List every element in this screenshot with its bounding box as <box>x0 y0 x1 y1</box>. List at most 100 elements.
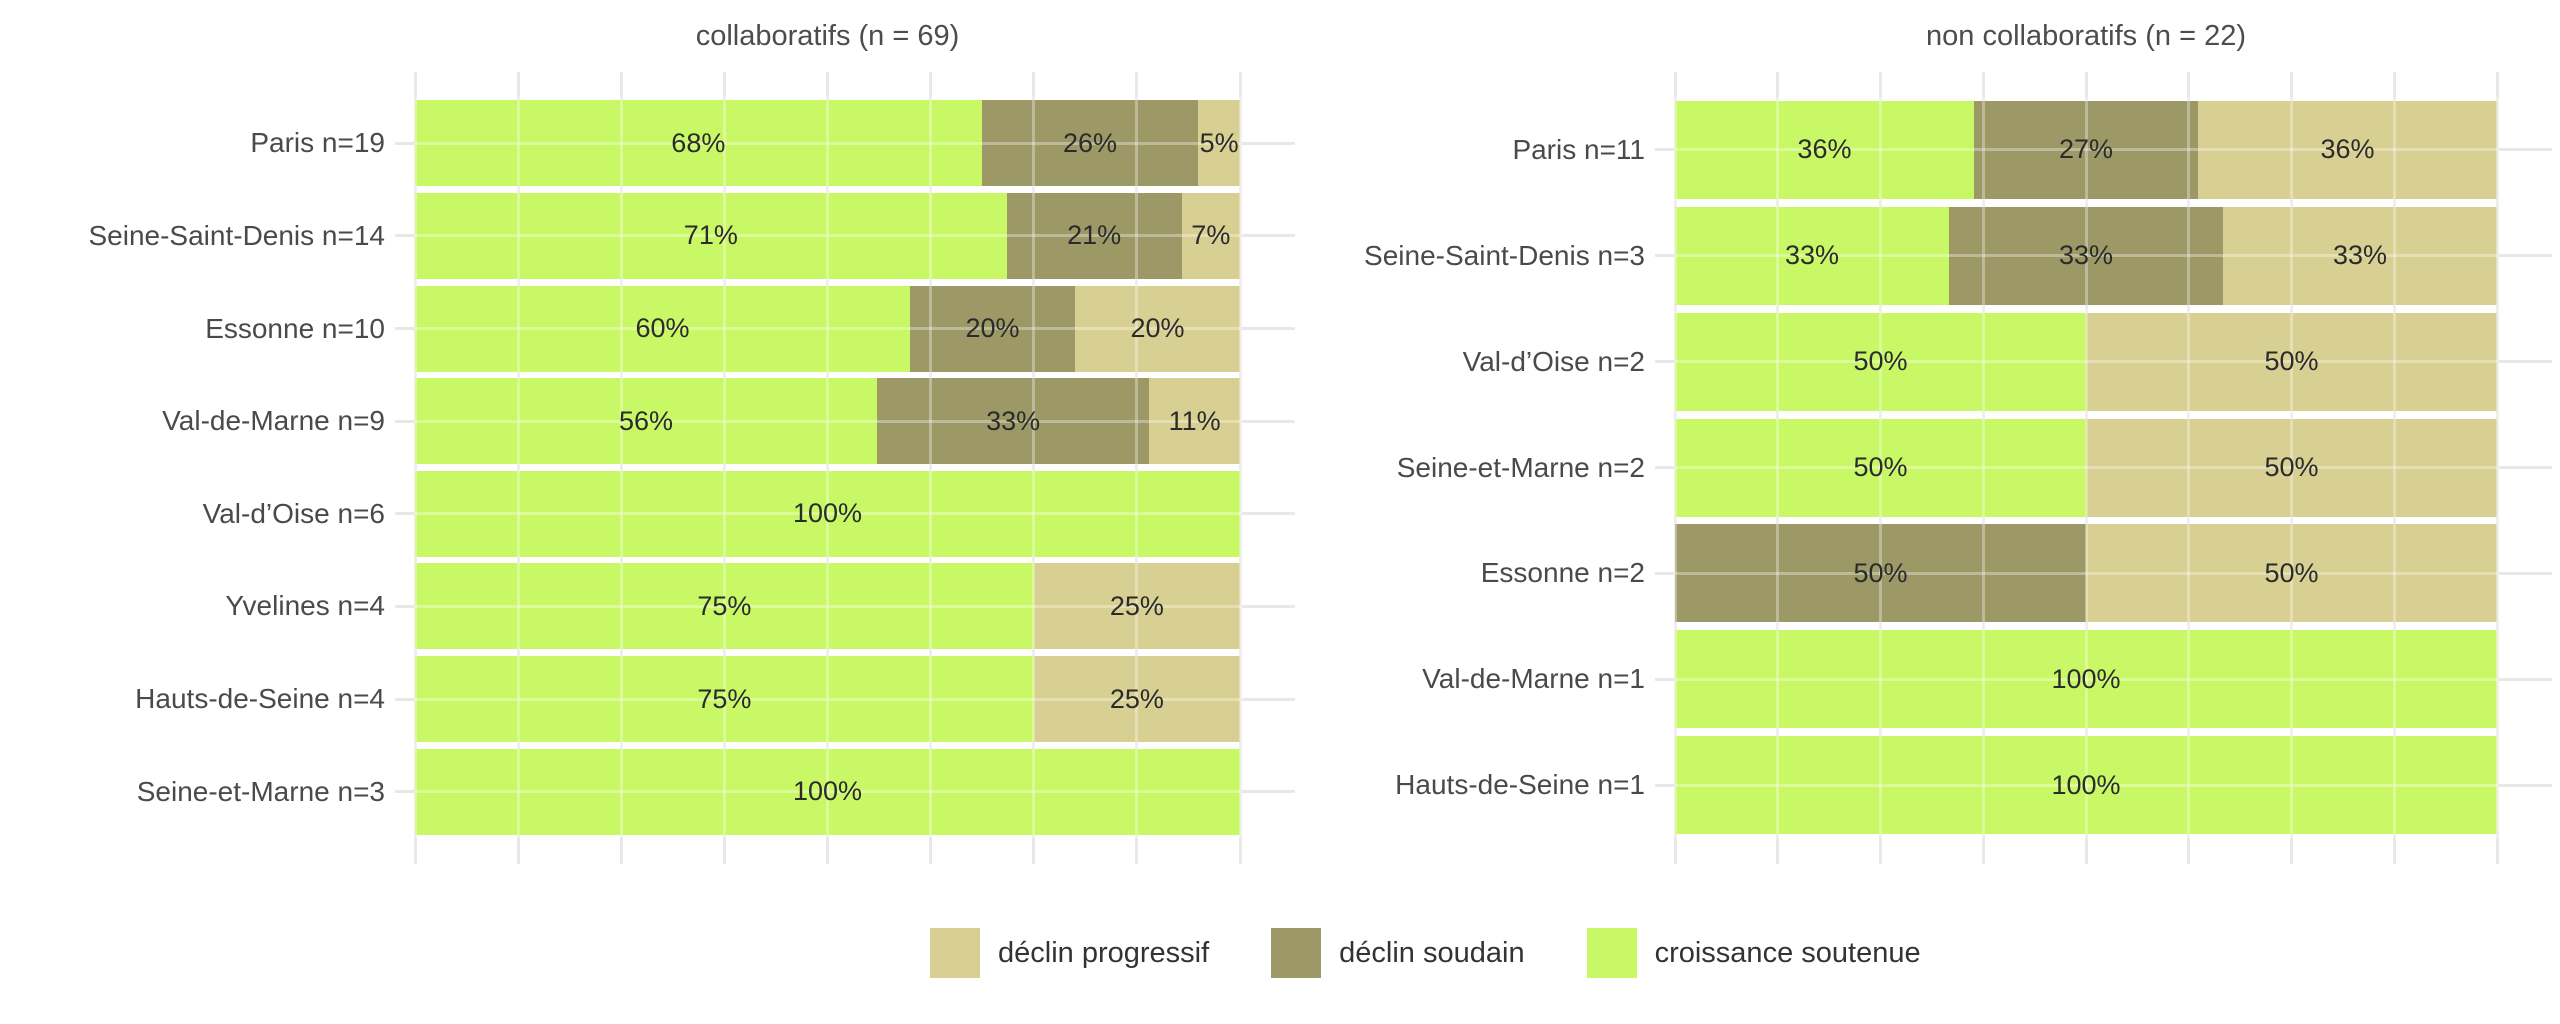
gridline-vertical <box>722 72 726 864</box>
legend: déclin progressif déclin soudain croissa… <box>930 928 1921 978</box>
bar-segment-croissance-soutenue: 100% <box>415 748 1240 835</box>
row-label: Seine-et-Marne n=3 <box>136 775 385 807</box>
gridline-overlay-vertical <box>1135 97 1139 838</box>
bar-segment-déclin-soudain: 33% <box>1948 206 2223 305</box>
gridline-overlay-horizontal <box>1675 466 2497 469</box>
row-label: Essonne n=2 <box>1480 557 1645 589</box>
bar-row: 50% 50% <box>1675 312 2497 411</box>
bar-row: 100% <box>415 470 1240 557</box>
gridline-overlay-vertical <box>2084 97 2088 838</box>
segment-percent-label: 100% <box>2051 769 2121 800</box>
row-label: Yvelines n=4 <box>225 590 385 622</box>
gridline-overlay-vertical <box>1981 97 1985 838</box>
segment-percent-label: 36% <box>2320 134 2375 165</box>
gridline-vertical <box>826 72 829 864</box>
bar-segment-déclin-progressif: 25% <box>1033 563 1240 650</box>
bar-segment-déclin-progressif: 50% <box>2086 418 2497 517</box>
legend-swatch-declin-progressif <box>930 928 980 978</box>
bar-segment-croissance-soutenue: 100% <box>1675 736 2497 835</box>
bar-row: 36% 27% 36% <box>1675 100 2497 199</box>
gridline-vertical <box>1135 72 1139 864</box>
gridline-overlay-horizontal <box>415 604 1240 608</box>
row-label: Seine-Saint-Denis n=14 <box>88 219 385 251</box>
segment-percent-label: 36% <box>1797 134 1852 165</box>
bar-row: 75% 25% <box>415 656 1240 743</box>
bar-segment-croissance-soutenue: 36% <box>1675 100 1974 199</box>
plot-area-collaboratifs: 68% 26% 5% 71% 21% 7% 60% 20% 20% 56% 33% 11% 100% 75… <box>395 72 1295 864</box>
bar-segment-déclin-progressif: 33% <box>2222 206 2497 305</box>
segment-percent-label: 100% <box>792 776 863 807</box>
segment-percent-label: 75% <box>697 590 752 621</box>
bar-row: 50% 50% <box>1675 524 2497 623</box>
bar-segment-déclin-soudain: 33% <box>877 378 1150 465</box>
legend-item-declin-soudain: déclin soudain <box>1271 928 1525 978</box>
gridline-overlay-vertical <box>413 97 417 838</box>
row-label: Hauts-de-Seine n=1 <box>1395 769 1645 801</box>
legend-label-declin-progressif: déclin progressif <box>998 936 1210 969</box>
bar-row: 75% 25% <box>415 563 1240 650</box>
gridline-overlay-horizontal <box>1675 677 2497 681</box>
segment-percent-label: 26% <box>1062 127 1117 158</box>
bar-segment-croissance-soutenue: 100% <box>415 470 1240 557</box>
bar-row: 33% 33% 33% <box>1675 206 2497 305</box>
gridline-overlay-vertical <box>929 97 933 838</box>
gridline-overlay-vertical <box>826 97 829 838</box>
bar-row: 60% 20% 20% <box>415 285 1240 372</box>
gridline-overlay-vertical <box>1673 97 1677 838</box>
gridline-overlay-vertical <box>2392 97 2396 838</box>
gridline-overlay-horizontal <box>1675 148 2497 152</box>
bar-row: 100% <box>1675 736 2497 835</box>
legend-item-croissance-soutenue: croissance soutenue <box>1586 928 1921 978</box>
gridline-overlay-vertical <box>2187 97 2191 838</box>
legend-label-declin-soudain: déclin soudain <box>1339 936 1525 969</box>
row-label: Hauts-de-Seine n=4 <box>135 683 385 715</box>
segment-percent-label: 33% <box>2332 240 2387 271</box>
row-label: Val-d’Oise n=2 <box>1462 345 1645 377</box>
segment-percent-label: 50% <box>1853 346 1908 377</box>
segment-percent-label: 11% <box>1168 405 1221 436</box>
bar-segment-déclin-progressif: 7% <box>1181 192 1240 279</box>
bar-segment-croissance-soutenue: 33% <box>1675 206 1949 305</box>
segment-percent-label: 33% <box>986 405 1041 436</box>
row-label: Val-de-Marne n=9 <box>162 405 385 437</box>
row-label: Val-de-Marne n=1 <box>1422 663 1645 695</box>
gridline-overlay-horizontal <box>415 234 1240 238</box>
gridline-vertical <box>1238 72 1242 864</box>
gridline-vertical <box>1032 72 1036 864</box>
gridline-overlay-vertical <box>1776 97 1780 838</box>
bar-segment-croissance-soutenue: 75% <box>415 563 1034 650</box>
bar-segment-croissance-soutenue: 71% <box>415 192 1007 279</box>
gridline-overlay-horizontal <box>415 327 1240 331</box>
gridline-overlay-horizontal <box>1675 571 2497 575</box>
gridline-overlay-vertical <box>2290 97 2293 838</box>
gridline-vertical <box>413 72 417 864</box>
plot-area-non-collaboratifs: 36% 27% 36% 33% 33% 33% 50% 50% 50% 50% 50% 50% 100%… <box>1655 72 2552 864</box>
row-label: Paris n=11 <box>1512 133 1645 165</box>
bar-segment-déclin-progressif: 20% <box>1075 285 1240 372</box>
gridline-overlay-horizontal <box>1675 254 2497 258</box>
row-label: Paris n=19 <box>250 127 385 159</box>
bar-segment-déclin-soudain: 21% <box>1006 192 1182 279</box>
segment-percent-label: 33% <box>2058 240 2113 271</box>
gridline-vertical <box>516 72 520 864</box>
bar-segment-croissance-soutenue: 60% <box>415 285 910 372</box>
legend-label-croissance-soutenue: croissance soutenue <box>1654 936 1921 969</box>
gridline-overlay-horizontal <box>415 697 1240 701</box>
segment-percent-label: 71% <box>683 220 738 251</box>
row-label: Essonne n=10 <box>205 312 385 344</box>
gridline-overlay-horizontal <box>1675 360 2497 364</box>
gridline-vertical <box>619 72 623 864</box>
gridline-overlay-horizontal <box>415 141 1240 145</box>
bar-segment-déclin-soudain: 27% <box>1973 100 2199 199</box>
bar-segment-déclin-progressif: 50% <box>2086 312 2497 411</box>
gridline-overlay-vertical <box>619 97 623 838</box>
segment-percent-label: 7% <box>1191 220 1231 251</box>
segment-percent-label: 68% <box>671 127 726 158</box>
segment-percent-label: 5% <box>1199 127 1239 158</box>
row-label: Val-d’Oise n=6 <box>202 497 385 529</box>
legend-item-declin-progressif: déclin progressif <box>930 928 1209 978</box>
segment-percent-label: 50% <box>1853 452 1908 482</box>
bar-row: 100% <box>415 748 1240 835</box>
segment-percent-label: 20% <box>965 313 1020 344</box>
